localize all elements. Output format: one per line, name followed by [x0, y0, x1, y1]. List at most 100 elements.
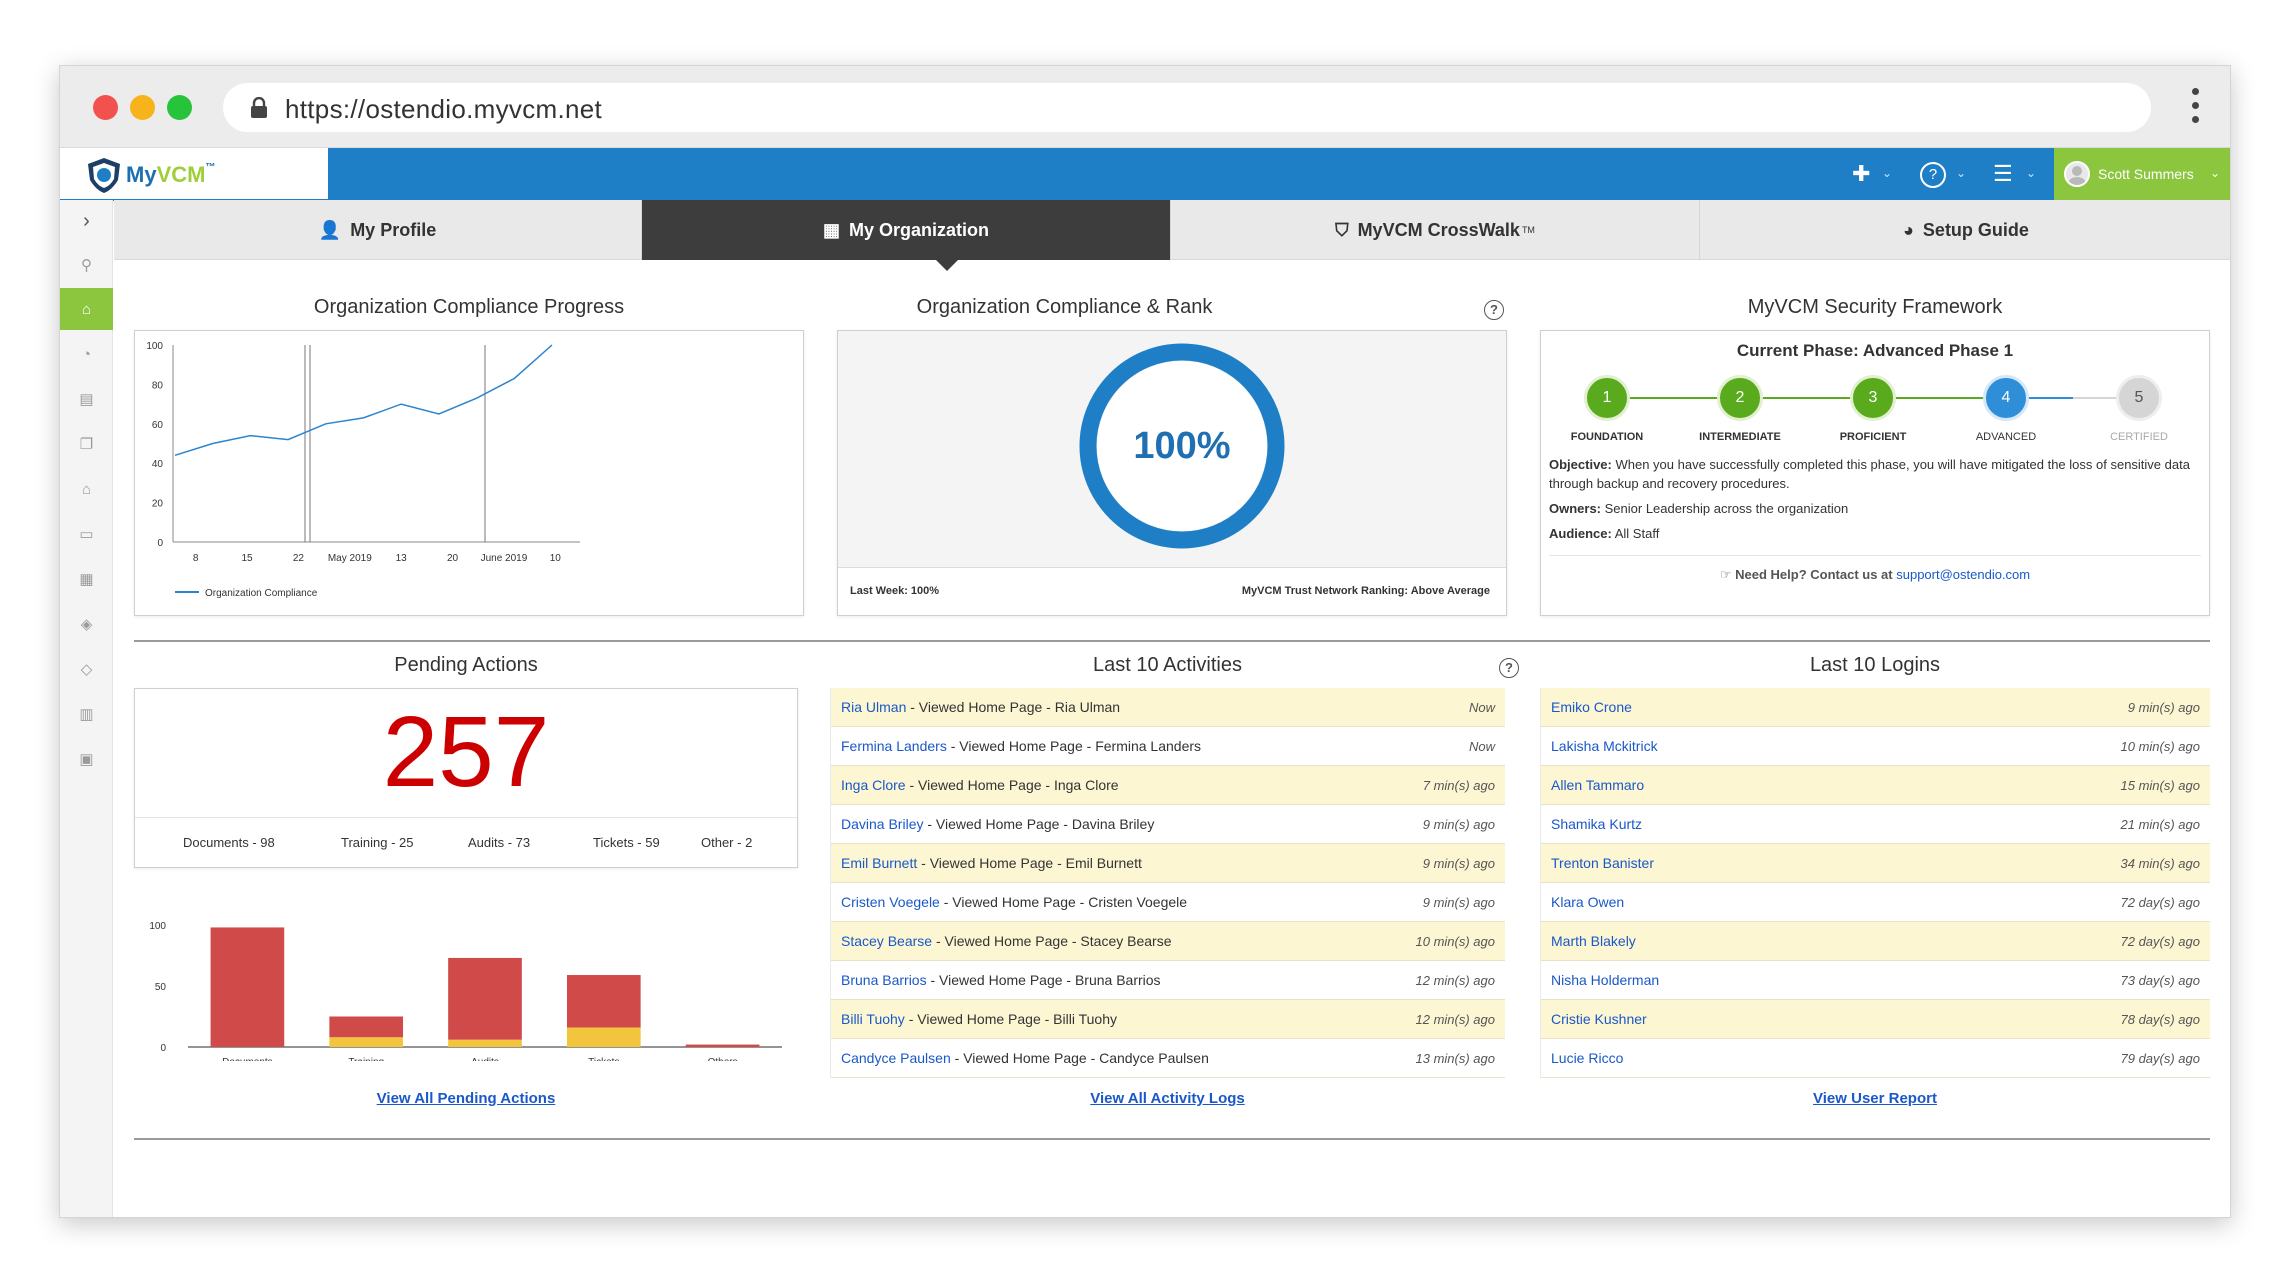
user-link[interactable]: Allen Tammaro [1551, 777, 1645, 793]
user-link[interactable]: Cristie Kushner [1551, 1011, 1647, 1027]
last-week-label: Last Week: 100% [850, 585, 940, 597]
pending-category: Training - 25 [341, 835, 414, 850]
grid-icon[interactable]: ▦ [79, 571, 94, 588]
add-icon[interactable]: ✚ [1852, 161, 1871, 186]
user-menu[interactable]: Scott Summers ⌄ [2054, 148, 2230, 200]
activity-row[interactable]: Ria Ulman - Viewed Home Page - Ria Ulman… [831, 688, 1505, 727]
chevron-down-icon: ⌄ [2209, 166, 2220, 180]
activity-row[interactable]: Bruna Barrios - Viewed Home Page - Bruna… [831, 961, 1505, 1000]
book-icon[interactable]: ▤ [79, 391, 94, 408]
activity-description: - Viewed Home Page - Candyce Paulsen [950, 1050, 1209, 1066]
logins-list: Emiko Crone 9 min(s) ago Lakisha Mckitrick… [1540, 688, 2210, 1078]
activity-row[interactable]: Emil Burnett - Viewed Home Page - Emil B… [831, 844, 1505, 883]
activities-title: Last 10 Activities [1093, 654, 1242, 676]
timestamp: 7 min(s) ago [1422, 777, 1495, 793]
activity-row[interactable]: Inga Clore - Viewed Home Page - Inga Clo… [831, 766, 1505, 805]
login-row[interactable]: Marth Blakely 72 day(s) ago [1541, 922, 2210, 961]
bar-primary [329, 1016, 404, 1038]
login-row[interactable]: Trenton Banister 34 min(s) ago [1541, 844, 2210, 883]
user-link[interactable]: Shamika Kurtz [1551, 816, 1643, 832]
activity-row[interactable]: Fermina Landers - Viewed Home Page - Fer… [831, 727, 1505, 766]
training-icon[interactable]: ⌂ [81, 480, 92, 498]
x-tick-label: 10 [550, 553, 562, 564]
y-tick-label: 80 [152, 380, 164, 391]
chevron-down-icon: ⌄ [1882, 166, 1893, 180]
pending-bar-chart: 0 50 100 Documents Training Audits Tickets Othe… [149, 921, 782, 1061]
legend-label: Organization Compliance [205, 588, 318, 599]
support-email-link[interactable]: support@ostendio.com [1896, 567, 2031, 582]
timestamp: 12 min(s) ago [1415, 972, 1495, 988]
tab-my-profile[interactable]: 👤 My Profile [114, 200, 642, 260]
help-icon[interactable]: ? [1484, 300, 1504, 320]
bar-chart-icon[interactable]: ▥ [79, 706, 94, 723]
user-link[interactable]: Emiko Crone [1551, 699, 1632, 715]
user-link[interactable]: Candyce Paulsen [841, 1050, 951, 1066]
documents-icon[interactable]: ❐ [79, 436, 94, 453]
activity-row[interactable]: Billi Tuohy - Viewed Home Page - Billi T… [831, 1000, 1505, 1039]
close-window-button[interactable] [93, 95, 118, 120]
activity-row[interactable]: Cristen Voegele - Viewed Home Page - Cri… [831, 883, 1505, 922]
expand-sidebar-icon[interactable]: › [83, 209, 90, 232]
user-link[interactable]: Emil Burnett [841, 855, 918, 871]
view-all-activity-logs-link[interactable]: View All Activity Logs [1090, 1090, 1245, 1107]
menu-icon[interactable]: ☰ [1993, 161, 2013, 186]
home-icon[interactable]: ⌂ [60, 288, 113, 330]
gift-icon[interactable]: ▣ [79, 751, 94, 768]
dashboard-icon[interactable]: ◔ [81, 345, 92, 363]
folder-icon[interactable]: ▭ [79, 526, 94, 543]
tag-icon[interactable]: ◇ [80, 661, 93, 678]
myvcm-logo[interactable]: MyVCM™ [60, 148, 328, 201]
activity-row[interactable]: Stacey Bearse - Viewed Home Page - Stace… [831, 922, 1505, 961]
activity-row[interactable]: Davina Briley - Viewed Home Page - Davin… [831, 805, 1505, 844]
activity-description: - Viewed Home Page - Ria Ulman [906, 699, 1121, 715]
tab-myvcm-crosswalk[interactable]: ⛉ MyVCM CrossWalk TM [1171, 200, 1700, 260]
user-link[interactable]: Lakisha Mckitrick [1551, 738, 1658, 754]
login-row[interactable]: Klara Owen 72 day(s) ago [1541, 883, 2210, 922]
layers-icon[interactable]: ◈ [80, 616, 93, 633]
timestamp: Now [1468, 738, 1495, 754]
login-row[interactable]: Nisha Holderman 73 day(s) ago [1541, 961, 2210, 1000]
address-bar[interactable]: https://ostendio.myvcm.net [223, 83, 2151, 132]
help-icon[interactable]: ? [1920, 162, 1946, 188]
user-link[interactable]: Ria Ulman [841, 699, 907, 715]
view-user-report-link[interactable]: View User Report [1813, 1090, 1937, 1107]
user-link[interactable]: Lucie Ricco [1551, 1050, 1624, 1066]
user-link[interactable]: Trenton Banister [1551, 855, 1654, 871]
avatar [2064, 161, 2090, 187]
search-icon[interactable]: ⚲ [81, 257, 92, 274]
series-line [174, 344, 553, 457]
user-link[interactable]: Bruna Barrios [841, 972, 927, 988]
phase-step-2: 2 [1717, 375, 1763, 421]
login-row[interactable]: Lucie Ricco 79 day(s) ago [1541, 1039, 2210, 1078]
pending-actions-panel: 257 Documents - 98 Training - 25 Audits … [134, 688, 798, 868]
maximize-window-button[interactable] [167, 95, 192, 120]
bar-primary [210, 927, 285, 1047]
view-all-pending-actions-link[interactable]: View All Pending Actions [376, 1090, 556, 1107]
user-link[interactable]: Nisha Holderman [1551, 972, 1660, 988]
user-link[interactable]: Cristen Voegele [841, 894, 940, 910]
login-row[interactable]: Lakisha Mckitrick 10 min(s) ago [1541, 727, 2210, 766]
tab-setup-guide[interactable]: ◕ Setup Guide [1903, 219, 2029, 240]
user-link[interactable]: Davina Briley [841, 816, 924, 832]
login-row[interactable]: Shamika Kurtz 21 min(s) ago [1541, 805, 2210, 844]
user-link[interactable]: Marth Blakely [1551, 933, 1636, 949]
user-link[interactable]: Inga Clore [841, 777, 906, 793]
login-row[interactable]: Allen Tammaro 15 min(s) ago [1541, 766, 2210, 805]
login-row[interactable]: Emiko Crone 9 min(s) ago [1541, 688, 2210, 727]
pie-icon: ◕ [1903, 219, 1914, 240]
login-row[interactable]: Cristie Kushner 78 day(s) ago [1541, 1000, 2210, 1039]
user-link[interactable]: Klara Owen [1551, 894, 1625, 910]
tab-my-organization[interactable]: ▦ My Organization [642, 200, 1171, 260]
help-icon[interactable]: ? [1499, 658, 1519, 678]
phase-label: PROFICIENT [1839, 431, 1907, 443]
activity-row[interactable]: Candyce Paulsen - Viewed Home Page - Can… [831, 1039, 1505, 1078]
browser-menu-icon[interactable] [2192, 88, 2200, 126]
user-link[interactable]: Fermina Landers [841, 738, 947, 754]
activity-description: - Viewed Home Page - Fermina Landers [946, 738, 1202, 754]
activities-list: Ria Ulman - Viewed Home Page - Ria Ulman… [830, 688, 1505, 1078]
timestamp: 10 min(s) ago [2120, 738, 2200, 754]
minimize-window-button[interactable] [130, 95, 155, 120]
user-link[interactable]: Stacey Bearse [841, 933, 933, 949]
user-link[interactable]: Billi Tuohy [841, 1011, 905, 1027]
divider [134, 640, 2210, 642]
